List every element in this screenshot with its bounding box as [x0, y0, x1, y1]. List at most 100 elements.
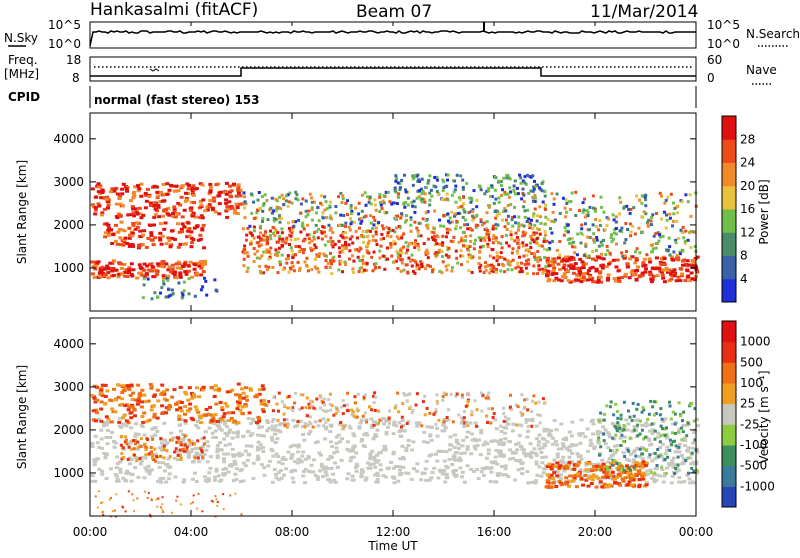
- data-cell: [456, 261, 460, 265]
- data-cell: [290, 231, 294, 235]
- data-cell: [666, 195, 670, 199]
- data-cell: [372, 223, 376, 227]
- data-cell: [190, 448, 195, 451]
- data-cell: [640, 446, 645, 449]
- data-cell: [267, 459, 272, 463]
- data-cell: [241, 250, 245, 254]
- data-cell: [229, 494, 232, 497]
- data-cell: [139, 266, 144, 270]
- data-cell: [126, 443, 131, 447]
- data-cell: [122, 506, 125, 509]
- data-cell: [465, 422, 469, 426]
- data-cell: [687, 477, 692, 481]
- data-cell: [630, 429, 635, 433]
- data-cell: [519, 410, 523, 414]
- data-cell: [579, 477, 584, 481]
- data-cell: [484, 466, 489, 470]
- data-cell: [280, 193, 284, 197]
- data-cell: [355, 415, 359, 419]
- data-cell: [310, 206, 314, 210]
- data-cell: [243, 464, 248, 468]
- data-cell: [170, 293, 174, 297]
- data-cell: [104, 197, 109, 201]
- data-cell: [205, 460, 210, 464]
- data-cell: [217, 194, 222, 198]
- data-cell: [137, 187, 142, 191]
- data-cell: [132, 499, 135, 502]
- data-cell: [251, 461, 256, 465]
- data-cell: [533, 451, 538, 455]
- data-cell: [559, 422, 564, 426]
- data-cell: [158, 480, 163, 484]
- data-cell: [189, 416, 194, 420]
- data-cell: [655, 274, 660, 278]
- data-cell: [516, 238, 520, 242]
- data-cell: [97, 204, 102, 208]
- data-cell: [655, 211, 658, 215]
- data-cell: [99, 446, 104, 450]
- data-cell: [615, 242, 618, 246]
- data-cell: [640, 423, 645, 427]
- data-cell: [97, 271, 102, 275]
- data-cell: [575, 267, 580, 271]
- data-cell: [155, 498, 158, 501]
- data-cell: [420, 192, 424, 196]
- data-cell: [535, 237, 539, 241]
- data-cell: [243, 251, 247, 255]
- data-cell: [161, 279, 165, 283]
- data-cell: [467, 255, 471, 259]
- data-cell: [205, 208, 210, 212]
- data-cell: [196, 507, 199, 510]
- data-cell: [179, 503, 182, 506]
- data-cell: [181, 480, 186, 484]
- data-cell: [137, 263, 142, 267]
- data-cell: [541, 200, 545, 204]
- data-cell: [515, 249, 519, 253]
- data-cell: [576, 232, 580, 236]
- data-cell: [515, 186, 519, 190]
- data-cell: [148, 204, 153, 207]
- colorbar-swatch: [722, 321, 736, 343]
- data-cell: [230, 436, 235, 440]
- data-cell: [648, 260, 653, 264]
- data-cell: [240, 405, 245, 409]
- data-cell: [110, 261, 115, 265]
- data-cell: [328, 200, 332, 204]
- data-cell: [656, 267, 661, 270]
- data-cell: [389, 245, 393, 249]
- data-cell: [165, 449, 169, 453]
- data-cell: [158, 238, 163, 242]
- data-cell: [93, 384, 97, 388]
- data-cell: [435, 434, 440, 438]
- data-cell: [509, 233, 513, 237]
- data-cell: [462, 202, 465, 206]
- data-cell: [307, 432, 312, 436]
- data-cell: [135, 456, 140, 460]
- data-cell: [413, 205, 417, 209]
- data-cell: [515, 423, 519, 427]
- data-cell: [174, 447, 178, 451]
- data-cell: [680, 200, 684, 204]
- data-cell: [641, 460, 646, 464]
- data-cell: [314, 223, 318, 227]
- data-cell: [665, 270, 670, 274]
- data-cell: [446, 212, 450, 216]
- data-cell: [279, 476, 284, 480]
- data-cell: [162, 192, 167, 196]
- data-cell: [321, 468, 326, 471]
- data-cell: [461, 178, 465, 182]
- data-cell: [535, 241, 539, 245]
- data-cell: [634, 429, 638, 433]
- data-cell: [139, 445, 143, 448]
- data-cell: [215, 420, 220, 424]
- data-cell: [555, 443, 559, 447]
- data-cell: [683, 444, 687, 447]
- data-cell: [440, 271, 444, 275]
- data-cell: [121, 384, 126, 388]
- data-cell: [180, 418, 185, 422]
- data-cell: [613, 480, 618, 484]
- data-cell: [249, 242, 253, 246]
- data-cell: [203, 209, 208, 213]
- data-cell: [469, 234, 473, 238]
- data-cell: [123, 404, 128, 408]
